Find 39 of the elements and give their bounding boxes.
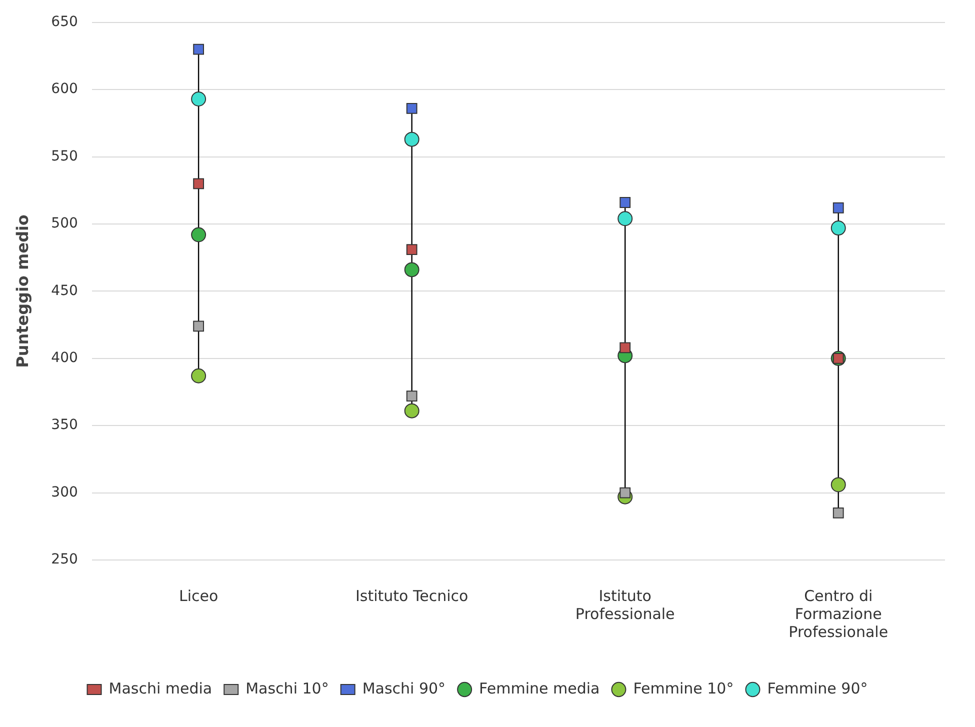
y-tick-label: 300 bbox=[51, 484, 78, 500]
point bbox=[832, 508, 844, 518]
legend-label: Femmine 10° bbox=[633, 679, 734, 698]
y-tick-label: 450 bbox=[51, 282, 78, 299]
y-tick-label: 350 bbox=[51, 417, 78, 434]
x-tick-label: Liceo bbox=[178, 586, 218, 605]
legend-label: Maschi 90° bbox=[362, 679, 446, 698]
x-tick-label: Centro di Formazione Professionale bbox=[788, 586, 888, 641]
point bbox=[406, 244, 418, 255]
point bbox=[830, 477, 846, 492]
point bbox=[404, 132, 420, 147]
y-tick-label: 650 bbox=[51, 14, 78, 30]
point bbox=[191, 92, 206, 107]
point bbox=[191, 227, 206, 242]
y-tick-label: 500 bbox=[51, 216, 78, 232]
y-axis-title: Punteggio medio bbox=[12, 214, 32, 368]
point bbox=[620, 342, 631, 354]
legend-label: Maschi media bbox=[108, 679, 212, 698]
point bbox=[618, 211, 633, 226]
point bbox=[191, 368, 206, 384]
point bbox=[406, 390, 418, 402]
y-tick-label: 250 bbox=[51, 552, 78, 568]
x-tick-label: Istituto Tecnico bbox=[355, 586, 468, 605]
point bbox=[193, 44, 204, 55]
y-tick-label: 400 bbox=[51, 350, 78, 366]
point bbox=[193, 320, 204, 332]
y-tick-label: 550 bbox=[51, 148, 78, 164]
point bbox=[832, 202, 844, 214]
legend-label: Maschi 10° bbox=[246, 679, 329, 698]
legend-label: Femmine media bbox=[479, 679, 600, 698]
point bbox=[406, 102, 418, 114]
y-tick-label: 600 bbox=[51, 81, 78, 98]
point bbox=[404, 403, 420, 418]
x-tick-label: Istituto Professionale bbox=[575, 586, 675, 623]
point bbox=[404, 262, 420, 278]
legend-label: Femmine 90° bbox=[767, 679, 868, 698]
point bbox=[193, 178, 204, 190]
point bbox=[620, 197, 631, 208]
point bbox=[830, 220, 846, 236]
